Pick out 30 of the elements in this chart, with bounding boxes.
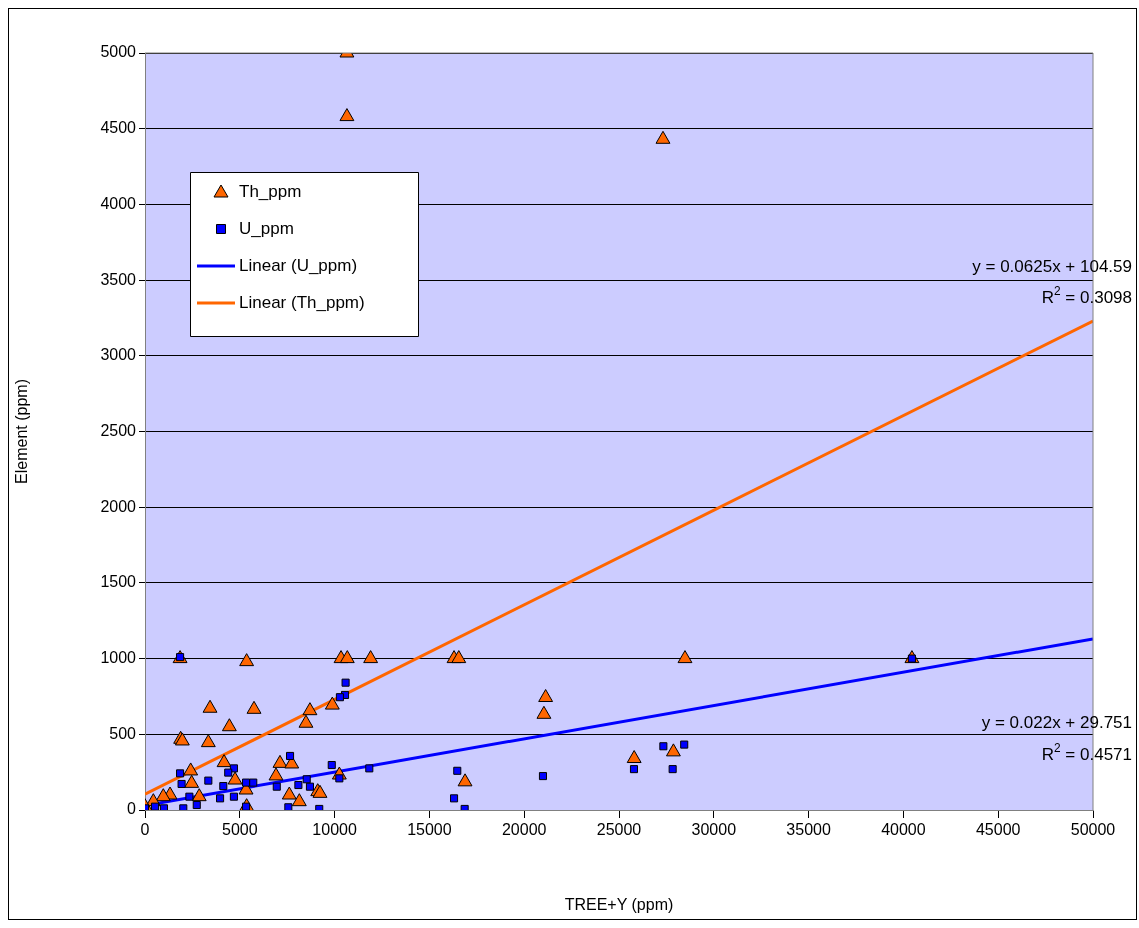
y-axis-title: Element (ppm) [13, 379, 31, 484]
y-tick-label: 4500 [100, 119, 137, 137]
y-tick-label: 500 [109, 724, 137, 742]
annotation: y = 0.022x + 29.751 [981, 712, 1133, 732]
x-tick-label: 30000 [691, 821, 737, 839]
x-tick-label: 0 [140, 821, 150, 839]
legend-label: Th_ppm [239, 181, 302, 201]
x-tick-label: 40000 [881, 821, 926, 839]
annotation: y = 0.0625x + 104.59 [972, 256, 1133, 276]
x-tick-label: 20000 [501, 821, 547, 839]
x-tick-label: 45000 [975, 821, 1021, 839]
y-tick-label: 1500 [100, 573, 137, 591]
x-tick-label: 15000 [407, 821, 452, 839]
legend-label: Linear (U_ppm) [239, 255, 358, 275]
y-tick-label: 3500 [100, 270, 137, 288]
x-tick-label: 35000 [786, 821, 831, 839]
y-tick-label: 4000 [100, 194, 137, 212]
x-tick-label: 50000 [1070, 821, 1116, 839]
y-tick-label: 2500 [100, 421, 137, 439]
x-tick-label: 5000 [222, 821, 258, 839]
y-tick-label: 3000 [100, 346, 137, 364]
y-tick-label: 1000 [100, 649, 137, 667]
legend-label: U_ppm [239, 218, 294, 238]
y-tick-label: 2000 [100, 497, 137, 515]
y-tick-label: 5000 [100, 43, 137, 61]
x-axis-title: TREE+Y (ppm) [564, 895, 674, 913]
legend-label: Linear (Th_ppm) [239, 292, 365, 312]
x-tick-label: 10000 [312, 821, 357, 839]
y-tick-label: 0 [127, 800, 137, 818]
x-tick-label: 25000 [596, 821, 642, 839]
